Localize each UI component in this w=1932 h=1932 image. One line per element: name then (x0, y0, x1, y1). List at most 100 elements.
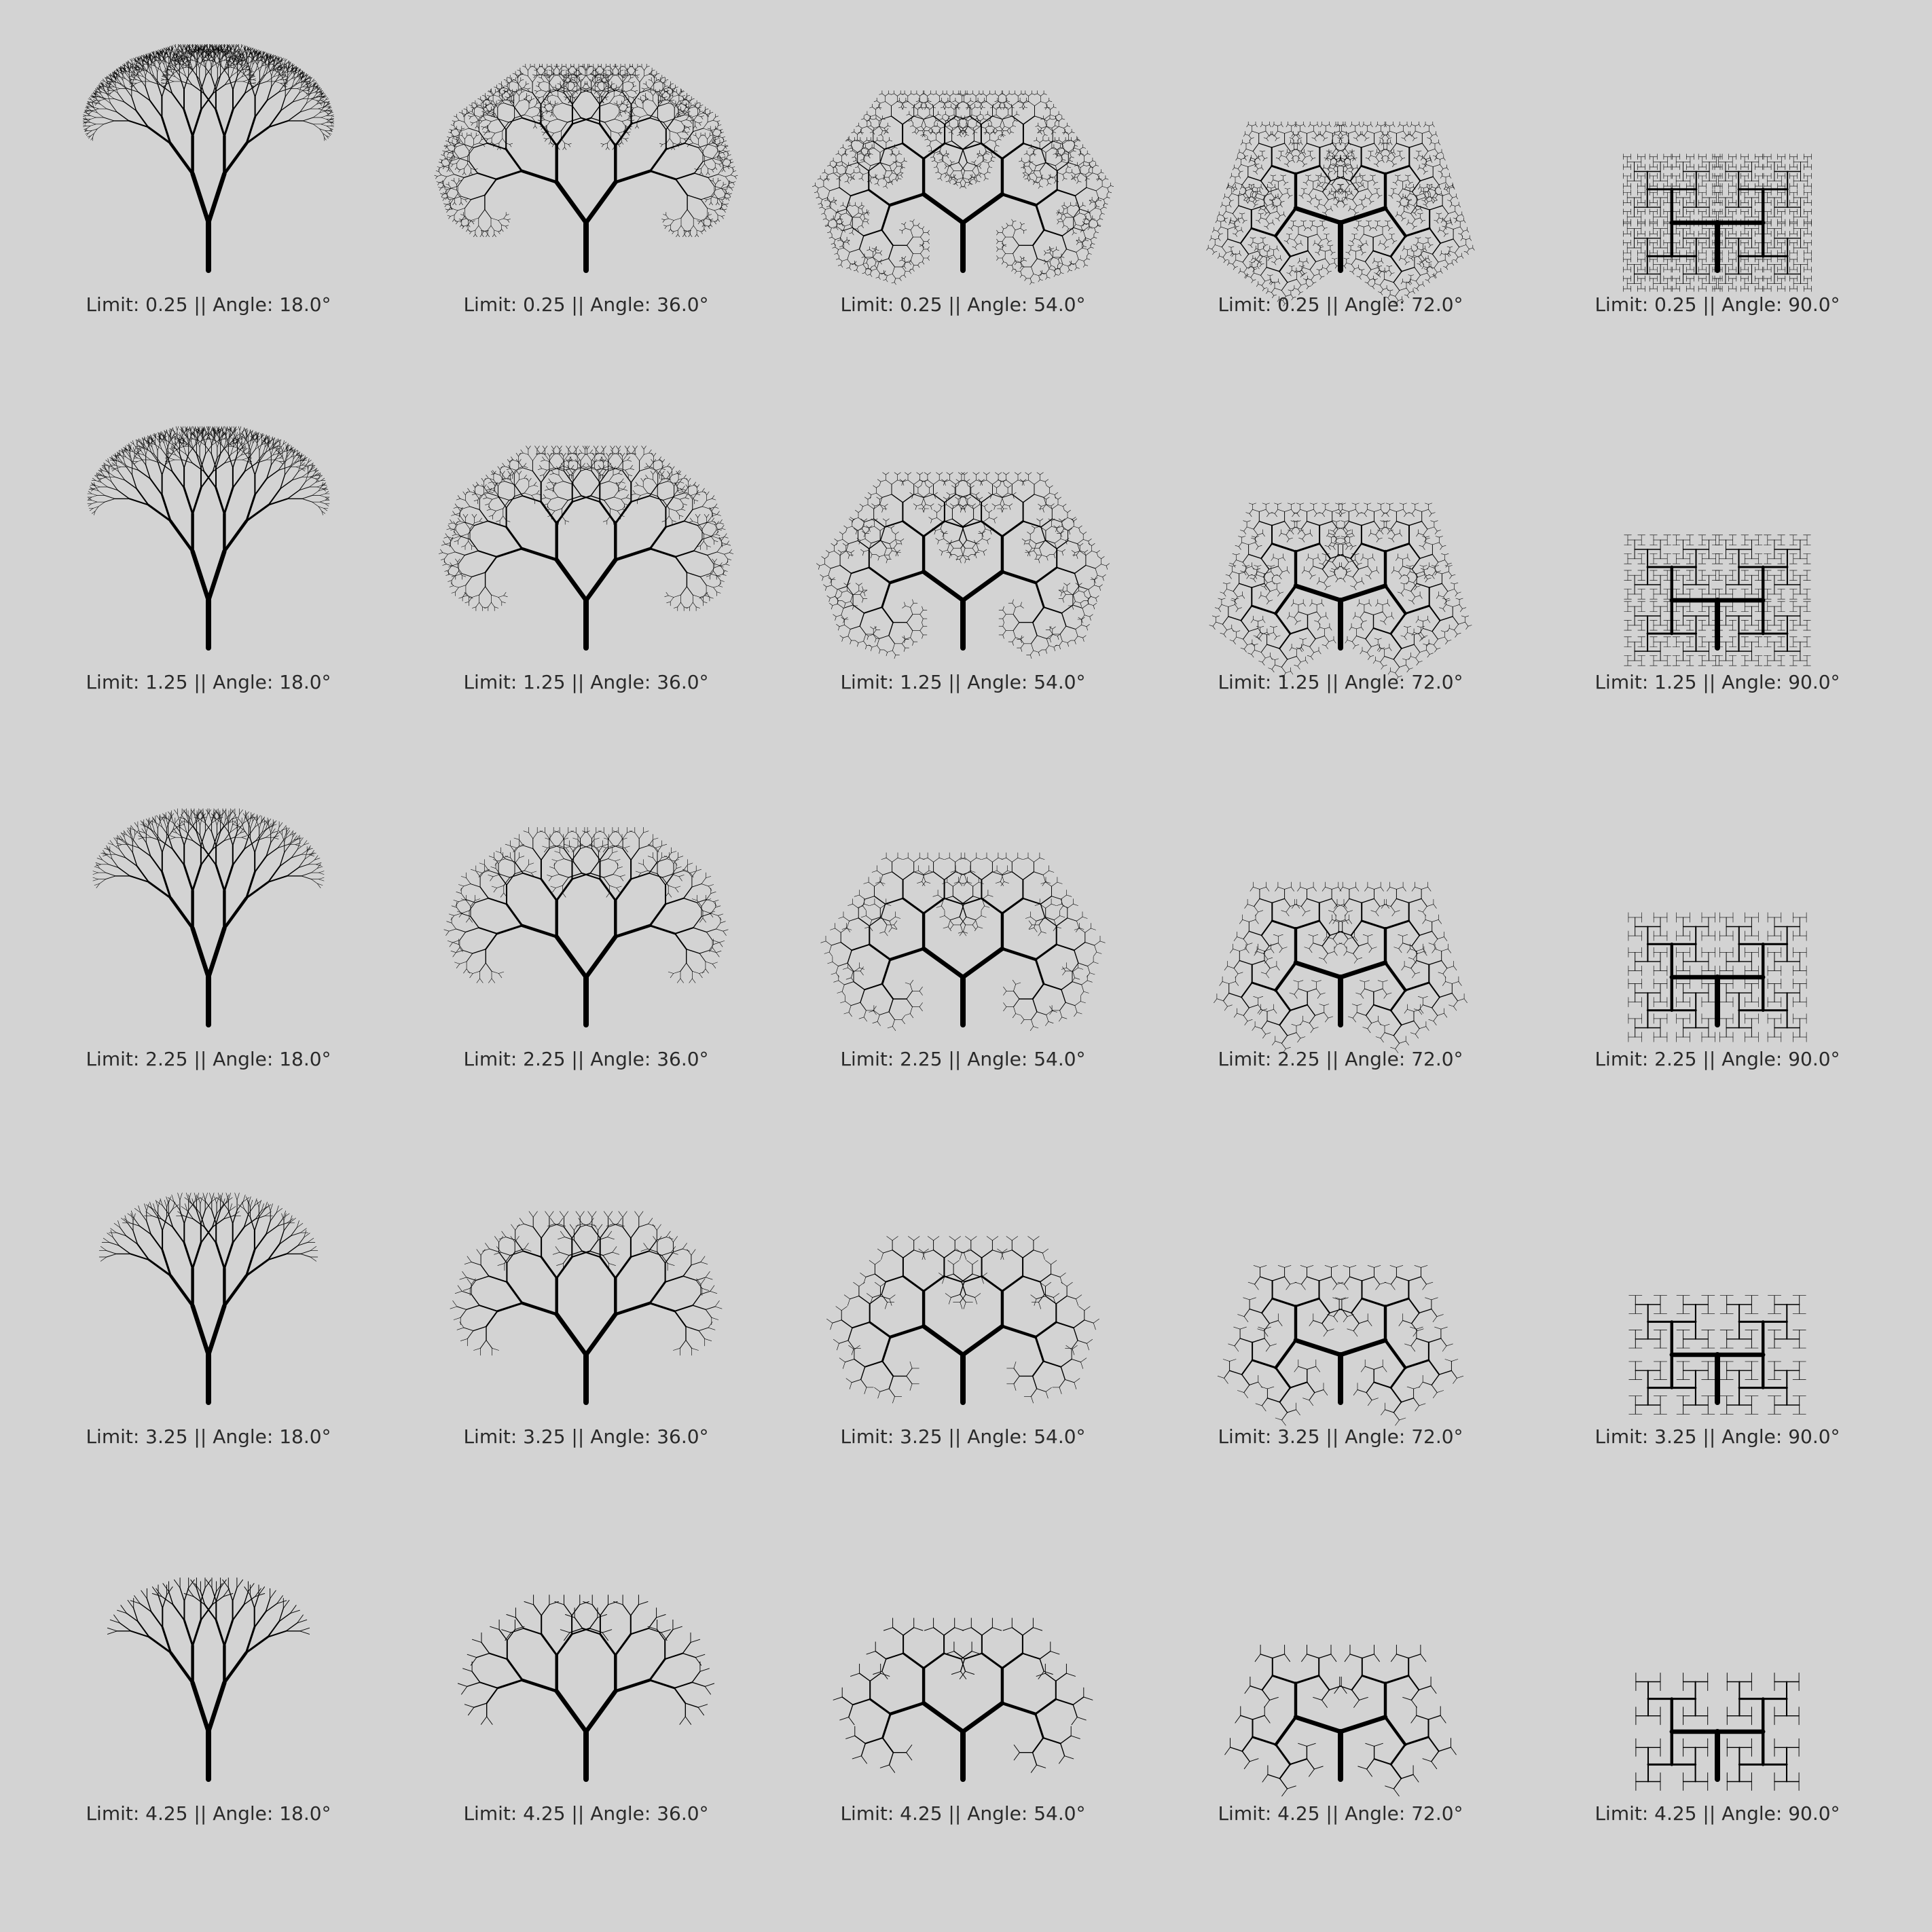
panel-caption: Limit: 1.25 || Angle: 36.0° (463, 671, 709, 693)
tree-branches (1224, 1644, 1457, 1797)
panel-caption: Limit: 4.25 || Angle: 72.0° (1218, 1802, 1463, 1825)
tree-branches (87, 426, 330, 651)
fractal-tree (812, 90, 1114, 285)
panel-caption: Limit: 2.25 || Angle: 18.0° (86, 1048, 331, 1070)
fractal-tree (1628, 912, 1807, 1042)
fractal-tree (833, 1618, 1093, 1782)
tree-panel: Limit: 0.25 || Angle: 72.0° (1152, 0, 1529, 378)
tree-panel: Limit: 4.25 || Angle: 54.0° (774, 1509, 1152, 1887)
panel-caption: Limit: 1.25 || Angle: 18.0° (86, 671, 331, 693)
tree-branches (812, 90, 1114, 285)
tree-branches (1624, 534, 1811, 666)
fractal-tree (1635, 1673, 1800, 1791)
tree-panel: Limit: 0.25 || Angle: 54.0° (774, 0, 1152, 378)
tree-panel: Limit: 2.25 || Angle: 36.0° (397, 754, 775, 1132)
fractal-tree (820, 852, 1106, 1032)
tree-branches (1217, 1265, 1464, 1426)
tree-branches (1628, 1295, 1806, 1415)
fractal-tree (1206, 122, 1475, 306)
panel-caption: Limit: 2.25 || Angle: 54.0° (840, 1048, 1086, 1070)
fractal-tree (107, 1578, 310, 1782)
tree-branches (457, 1594, 715, 1782)
fractal-tree (1214, 881, 1468, 1053)
tree-panel: Limit: 3.25 || Angle: 54.0° (774, 1132, 1152, 1510)
tree-panel: Limit: 4.25 || Angle: 36.0° (397, 1509, 775, 1887)
fractal-tree (450, 1211, 723, 1405)
tree-branches (434, 63, 738, 273)
tree-branches (438, 445, 734, 651)
fractal-tree (457, 1594, 715, 1782)
fractal-tree (816, 472, 1110, 659)
panel-caption: Limit: 0.25 || Angle: 18.0° (86, 293, 331, 316)
tree-panel: Limit: 3.25 || Angle: 18.0° (20, 1132, 397, 1510)
fractal-tree (438, 445, 734, 651)
tree-panel: Limit: 4.25 || Angle: 90.0° (1529, 1509, 1906, 1887)
tree-panel: Limit: 1.25 || Angle: 18.0° (20, 378, 397, 755)
tree-panel: Limit: 3.25 || Angle: 36.0° (397, 1132, 775, 1510)
tree-branches (92, 808, 325, 1027)
panel-caption: Limit: 4.25 || Angle: 90.0° (1594, 1802, 1840, 1825)
tree-branches (1635, 1673, 1800, 1791)
tree-panel: Limit: 1.25 || Angle: 90.0° (1529, 378, 1906, 755)
panel-caption: Limit: 0.25 || Angle: 54.0° (840, 293, 1086, 316)
panel-caption: Limit: 4.25 || Angle: 36.0° (463, 1802, 709, 1825)
tree-branches (107, 1578, 310, 1782)
panel-caption: Limit: 0.25 || Angle: 72.0° (1218, 293, 1463, 316)
tree-panel: Limit: 3.25 || Angle: 72.0° (1152, 1132, 1529, 1510)
fractal-tree (1623, 153, 1812, 292)
tree-branches (816, 472, 1110, 659)
tree-branches (450, 1211, 723, 1405)
tree-panel: Limit: 0.25 || Angle: 18.0° (20, 0, 397, 378)
tree-branches (820, 852, 1106, 1032)
tree-panel: Limit: 0.25 || Angle: 36.0° (397, 0, 775, 378)
tree-branches (98, 1192, 318, 1405)
tree-panel: Limit: 4.25 || Angle: 18.0° (20, 1509, 397, 1887)
panel-caption: Limit: 2.25 || Angle: 72.0° (1218, 1048, 1463, 1070)
panel-caption: Limit: 2.25 || Angle: 90.0° (1594, 1048, 1840, 1070)
fractal-tree (434, 63, 738, 273)
fractal-tree (443, 827, 729, 1027)
fractal-tree (98, 1192, 318, 1405)
panel-caption: Limit: 3.25 || Angle: 54.0° (840, 1425, 1086, 1448)
fractal-tree (826, 1236, 1099, 1405)
panel-caption: Limit: 1.25 || Angle: 90.0° (1594, 671, 1840, 693)
fractal-tree (92, 808, 325, 1027)
fractal-tree (1224, 1644, 1457, 1797)
fractal-tree (83, 43, 334, 273)
tree-panel: Limit: 1.25 || Angle: 54.0° (774, 378, 1152, 755)
fractal-tree (1624, 534, 1811, 666)
tree-branches (833, 1618, 1093, 1782)
fractal-tree (87, 426, 330, 651)
tree-branches (826, 1236, 1099, 1405)
panel-caption: Limit: 4.25 || Angle: 18.0° (86, 1802, 331, 1825)
panel-caption: Limit: 2.25 || Angle: 36.0° (463, 1048, 709, 1070)
tree-panel: Limit: 4.25 || Angle: 72.0° (1152, 1509, 1529, 1887)
tree-branches (1623, 153, 1812, 292)
tree-branches (1209, 503, 1472, 680)
tree-panel: Limit: 2.25 || Angle: 18.0° (20, 754, 397, 1132)
panel-caption: Limit: 4.25 || Angle: 54.0° (840, 1802, 1086, 1825)
tree-branches (443, 827, 729, 1027)
tree-branches (1206, 122, 1475, 306)
tree-branches (83, 43, 334, 273)
panel-caption: Limit: 0.25 || Angle: 90.0° (1594, 293, 1840, 316)
tree-panel: Limit: 0.25 || Angle: 90.0° (1529, 0, 1906, 378)
tree-panel: Limit: 1.25 || Angle: 72.0° (1152, 378, 1529, 755)
panel-caption: Limit: 1.25 || Angle: 72.0° (1218, 671, 1463, 693)
tree-panel: Limit: 2.25 || Angle: 72.0° (1152, 754, 1529, 1132)
panel-caption: Limit: 1.25 || Angle: 54.0° (840, 671, 1086, 693)
tree-panel: Limit: 3.25 || Angle: 90.0° (1529, 1132, 1906, 1510)
panel-caption: Limit: 0.25 || Angle: 36.0° (463, 293, 709, 316)
panel-caption: Limit: 3.25 || Angle: 36.0° (463, 1425, 709, 1448)
tree-panel: Limit: 2.25 || Angle: 90.0° (1529, 754, 1906, 1132)
tree-branches (1628, 912, 1807, 1042)
tree-panel: Limit: 1.25 || Angle: 36.0° (397, 378, 775, 755)
panel-caption: Limit: 3.25 || Angle: 18.0° (86, 1425, 331, 1448)
panel-caption: Limit: 3.25 || Angle: 72.0° (1218, 1425, 1463, 1448)
fractal-tree (1217, 1265, 1464, 1426)
fractal-tree (1209, 503, 1472, 680)
panel-caption: Limit: 3.25 || Angle: 90.0° (1594, 1425, 1840, 1448)
tree-branches (1214, 881, 1468, 1053)
tree-panel: Limit: 2.25 || Angle: 54.0° (774, 754, 1152, 1132)
